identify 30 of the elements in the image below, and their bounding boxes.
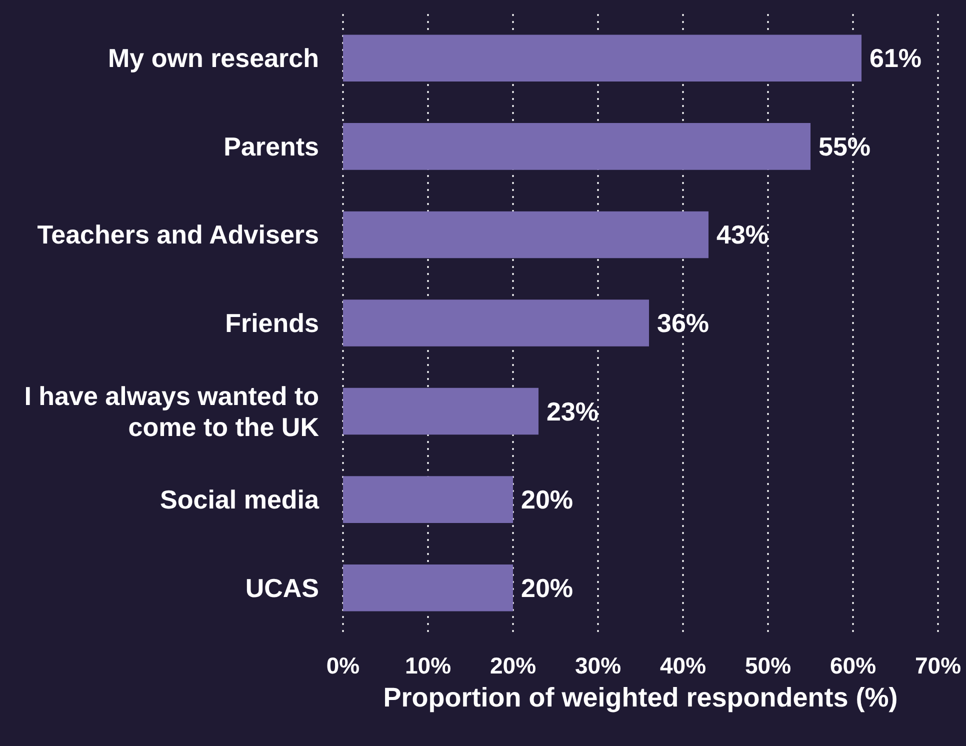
y-tick-label: Social media <box>160 484 320 515</box>
x-tick-label: 20% <box>490 652 536 678</box>
data-label: 61% <box>870 43 922 74</box>
y-tick-label: Teachers and Advisers <box>37 220 319 250</box>
data-label: 36% <box>657 308 710 338</box>
x-tick-label: 50% <box>744 652 792 678</box>
bar <box>343 564 513 612</box>
x-tick-label: 30% <box>574 652 622 678</box>
y-tick-label: I have always wanted to come to the UK <box>24 380 320 442</box>
data-label: 20% <box>521 484 574 515</box>
x-tick-label: 10% <box>404 652 452 678</box>
x-tick-label: 0% <box>326 652 360 678</box>
y-tick-label: Friends <box>225 308 319 338</box>
x-tick-label: 40% <box>660 652 706 678</box>
bar <box>343 34 862 82</box>
bar <box>343 300 649 346</box>
bar <box>343 123 810 170</box>
x-tick-label: 60% <box>830 652 876 678</box>
y-tick-label: My own research <box>108 43 319 74</box>
bar <box>343 476 513 523</box>
data-label: 20% <box>521 572 574 603</box>
data-label: 43% <box>716 220 769 250</box>
bar <box>343 211 708 258</box>
x-axis-title: Proportion of weighted respondents (%) <box>383 682 898 712</box>
x-tick-label: 70% <box>914 652 962 678</box>
y-tick-label: UCAS <box>245 572 319 603</box>
data-label: 23% <box>546 396 599 426</box>
bar <box>343 388 538 435</box>
y-tick-label: Parents <box>224 131 319 162</box>
data-label: 55% <box>818 131 871 162</box>
